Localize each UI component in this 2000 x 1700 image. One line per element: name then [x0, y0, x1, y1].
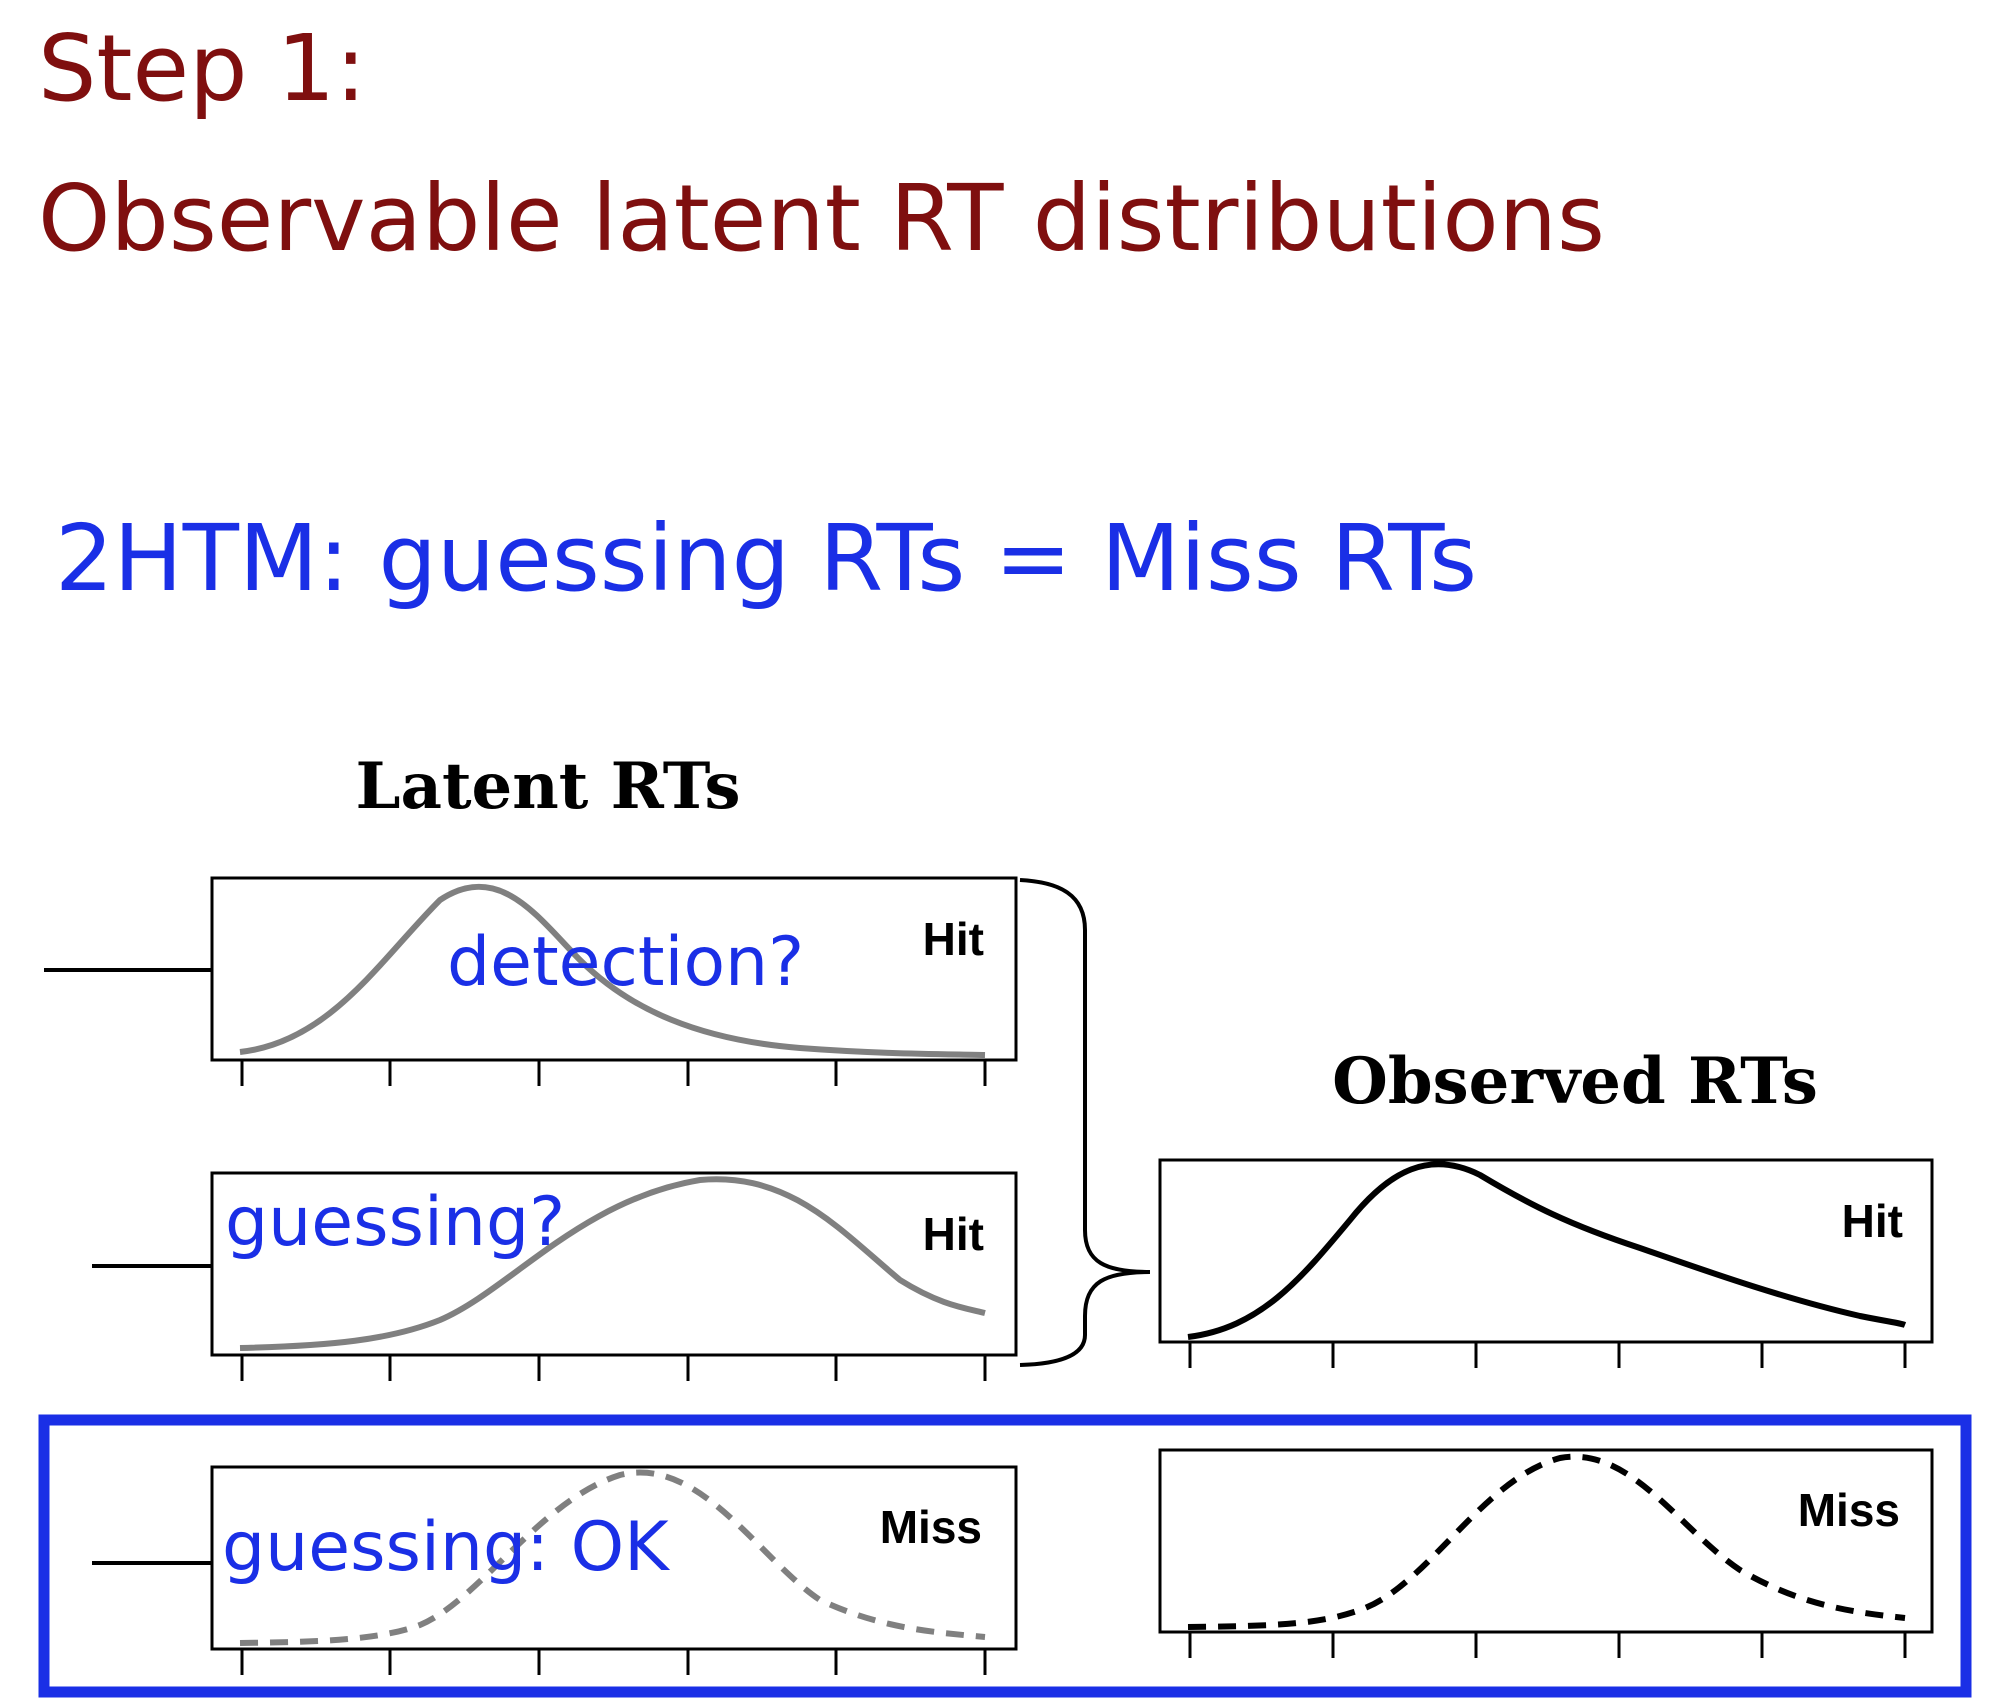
- density-curve: [1187, 1161, 1907, 1340]
- x-axis-ticks: [240, 1355, 987, 1381]
- panel-frame: [210, 876, 1018, 1062]
- panel-latent-guessing-miss: Miss guessing: OK: [210, 1465, 1018, 1675]
- panel-frame: [210, 1171, 1018, 1357]
- panel-label: Hit: [1842, 1195, 1903, 1247]
- annotation-guessing: guessing?: [225, 1183, 565, 1262]
- panel-observed-miss: Miss: [1158, 1448, 1934, 1658]
- observed-rts-heading: Observed RTs: [1332, 1044, 1818, 1119]
- panel-label: Miss: [880, 1501, 982, 1553]
- panel-latent-guessing-hit: Hit guessing?: [210, 1171, 1018, 1381]
- title-line-2: Observable latent RT distributions: [38, 165, 1605, 272]
- panel-label: Miss: [1798, 1484, 1900, 1536]
- annotation-detection: detection?: [447, 923, 804, 1002]
- density-curve: [239, 884, 986, 1058]
- panel-label: Hit: [923, 1208, 984, 1260]
- panel-label: Hit: [923, 913, 984, 965]
- density-curve: [239, 1469, 986, 1646]
- annotation-guessing-ok: guessing: OK: [222, 1508, 671, 1587]
- panel-observed-hit: Hit: [1158, 1158, 1934, 1368]
- x-axis-ticks: [1188, 1632, 1907, 1658]
- density-curve: [239, 1176, 986, 1351]
- miss-row-highlight: [38, 1414, 1972, 1698]
- density-curve: [1187, 1453, 1906, 1630]
- title-line-1: Step 1:: [38, 15, 366, 122]
- latent-rts-heading: Latent RTs: [356, 749, 741, 824]
- x-axis-ticks: [1188, 1342, 1907, 1368]
- subtitle: 2HTM: guessing RTs = Miss RTs: [55, 505, 1477, 612]
- panel-frame: [1158, 1158, 1934, 1344]
- x-axis-ticks: [240, 1060, 987, 1086]
- combine-brace: [1019, 878, 1151, 1367]
- panel-latent-detection-hit: Hit detection?: [210, 876, 1018, 1086]
- x-axis-ticks: [240, 1649, 987, 1675]
- panel-frame: [1158, 1448, 1934, 1634]
- panel-frame: [210, 1465, 1018, 1651]
